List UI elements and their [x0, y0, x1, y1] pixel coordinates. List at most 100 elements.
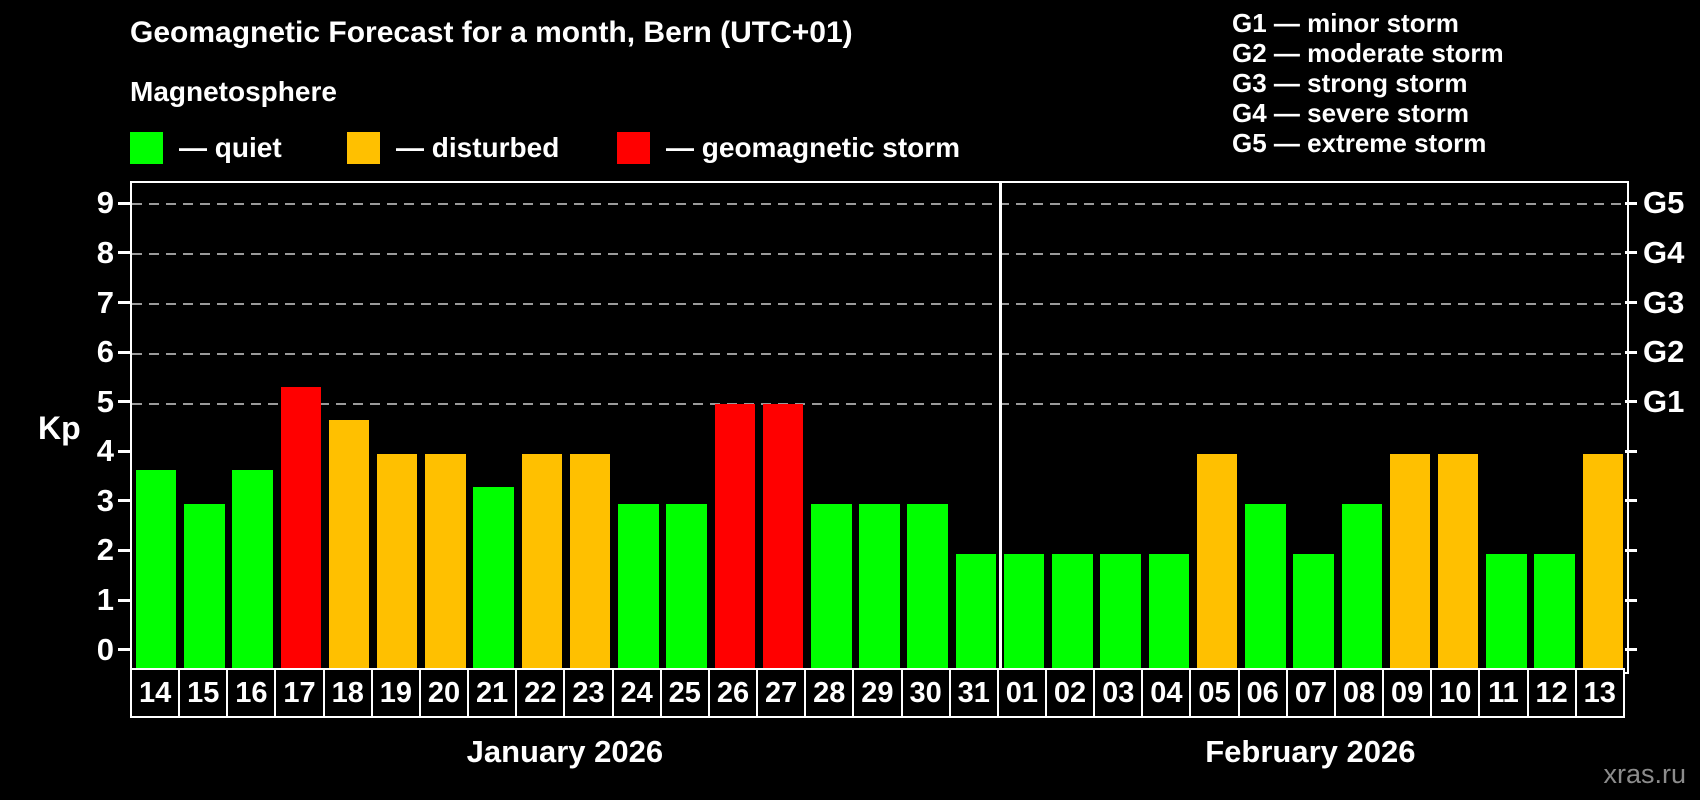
kp-bar-day-08: [1341, 503, 1382, 672]
magnetosphere-subtitle: Magnetosphere: [130, 76, 337, 107]
day-cell-05: 05: [1191, 670, 1240, 716]
day-cell-04: 04: [1143, 670, 1192, 716]
left-axis-tick-5: [118, 400, 130, 404]
g-axis-label-g2: G2: [1643, 334, 1685, 370]
day-cell-15: 15: [180, 670, 229, 716]
right-axis-tick-8: [1625, 251, 1637, 255]
right-axis-tick-9: [1625, 201, 1637, 205]
gridline-kp-7: [132, 302, 1627, 305]
day-cell-30: 30: [903, 670, 951, 716]
right-axis-tick-5: [1625, 400, 1637, 404]
left-axis-tick-7: [118, 301, 130, 304]
day-cell-12: 12: [1529, 670, 1577, 716]
gridline-kp-8: [132, 252, 1627, 255]
day-cell-20: 20: [421, 670, 470, 716]
kp-bar-day-17: [280, 387, 322, 672]
right-axis-tick-3: [1625, 499, 1637, 503]
right-axis-tick-1: [1625, 598, 1637, 602]
day-cell-11: 11: [1480, 670, 1529, 716]
g-legend-line-g2: G2 — moderate storm: [1232, 38, 1504, 68]
kp-axis-tick-label-6: 6: [96, 334, 114, 370]
g-legend-line-g5: G5 — extreme storm: [1232, 128, 1487, 158]
kp-bar-day-31: [955, 553, 997, 672]
kp-bar-day-04: [1148, 553, 1190, 672]
day-cell-16: 16: [228, 670, 277, 716]
kp-bar-day-24: [618, 503, 659, 672]
day-cell-01: 01: [999, 670, 1047, 716]
kp-axis-tick-label-3: 3: [96, 482, 114, 518]
day-cell-21: 21: [469, 670, 518, 716]
kp-bar-day-05: [1196, 453, 1238, 672]
legend-item-storm: — geomagnetic storm: [617, 130, 960, 166]
legend-item-quiet: — quiet: [130, 130, 282, 166]
kp-bar-day-01: [1003, 553, 1045, 672]
right-axis-tick-0: [1625, 648, 1637, 652]
kp-bar-day-18: [328, 420, 370, 672]
day-cell-08: 08: [1336, 670, 1385, 716]
day-cell-06: 06: [1240, 670, 1288, 716]
left-axis-tick-2: [118, 548, 130, 552]
kp-bar-day-02: [1052, 553, 1093, 672]
kp-bar-day-19: [376, 453, 418, 672]
g-axis-label-g1: G1: [1643, 383, 1685, 419]
left-axis-tick-1: [118, 598, 130, 602]
gridline-kp-5: [132, 402, 1627, 405]
kp-bar-day-30: [907, 503, 948, 672]
kp-bar-day-20: [425, 453, 466, 672]
kp-bar-day-11: [1486, 553, 1527, 672]
day-cell-22: 22: [517, 670, 566, 716]
day-axis-row: 14 15 16 17 18 19 20 21 22 23 24 25 26 27 28 29 30 31 01 02…: [130, 668, 1625, 718]
day-cell-28: 28: [806, 670, 855, 716]
plot-area: [130, 181, 1629, 674]
kp-axis-title: Kp: [38, 410, 81, 446]
day-cell-24: 24: [614, 670, 662, 716]
kp-axis-tick-label-1: 1: [96, 582, 114, 618]
right-axis-tick-6: [1625, 350, 1637, 354]
day-cell-27: 27: [758, 670, 807, 716]
kp-axis-tick-label-9: 9: [96, 185, 114, 221]
day-cell-03: 03: [1095, 670, 1144, 716]
right-axis-tick-2: [1625, 548, 1637, 552]
day-cell-25: 25: [662, 670, 710, 716]
kp-bar-day-13: [1582, 453, 1624, 672]
storm-color-swatch: [617, 132, 650, 164]
kp-axis-tick-label-4: 4: [96, 433, 114, 469]
kp-bar-day-25: [666, 503, 707, 672]
kp-bar-day-26: [714, 403, 756, 672]
left-axis-tick-9: [118, 201, 130, 205]
day-cell-13: 13: [1583, 676, 1616, 709]
left-axis-tick-3: [118, 499, 130, 503]
kp-bar-day-23: [569, 453, 611, 672]
kp-bar-day-14: [135, 470, 177, 672]
kp-axis-tick-label-0: 0: [96, 631, 114, 667]
day-cell-14: 14: [132, 670, 181, 716]
watermark-xras: xras.ru: [1603, 759, 1686, 789]
month-separator-line: [999, 183, 1003, 672]
g-legend-line-g3: G3 — strong storm: [1232, 68, 1468, 98]
g-axis-label-g3: G3: [1643, 284, 1685, 320]
kp-bar-day-15: [184, 503, 225, 672]
left-axis-tick-0: [118, 648, 130, 652]
gridline-kp-6: [132, 352, 1627, 355]
g-legend-line-g4: G4 — severe storm: [1232, 98, 1470, 128]
legend-storm-label: — geomagnetic storm: [666, 132, 961, 163]
gridline-kp-9: [132, 202, 1627, 205]
quiet-color-swatch: [130, 132, 163, 164]
day-cell-19: 19: [373, 670, 421, 716]
kp-bar-day-21: [473, 487, 514, 672]
page-title: Geomagnetic Forecast for a month, Bern (…: [130, 16, 853, 49]
legend-disturbed-label: — disturbed: [396, 132, 560, 163]
disturbed-color-swatch: [347, 132, 380, 164]
day-cell-31: 31: [951, 670, 999, 716]
left-axis-tick-6: [118, 350, 130, 354]
kp-bar-day-06: [1245, 503, 1286, 672]
kp-bar-day-12: [1534, 553, 1575, 672]
kp-bar-day-29: [859, 503, 900, 672]
g-scale-legend: G1 — minor storm G2 — moderate storm G3 …: [1232, 8, 1504, 158]
g-axis-label-g4: G4: [1643, 234, 1685, 270]
day-cell-29: 29: [854, 670, 903, 716]
g-legend-line-g1: G1 — minor storm: [1232, 8, 1459, 38]
kp-axis-tick-label-2: 2: [96, 532, 114, 568]
day-cell-10: 10: [1432, 670, 1481, 716]
day-cell-17: 17: [276, 670, 325, 716]
